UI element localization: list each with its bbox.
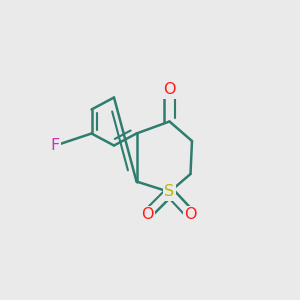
Text: O: O (163, 82, 176, 98)
Text: S: S (164, 184, 175, 200)
Text: O: O (184, 207, 197, 222)
Text: O: O (141, 207, 153, 222)
Text: F: F (51, 138, 60, 153)
